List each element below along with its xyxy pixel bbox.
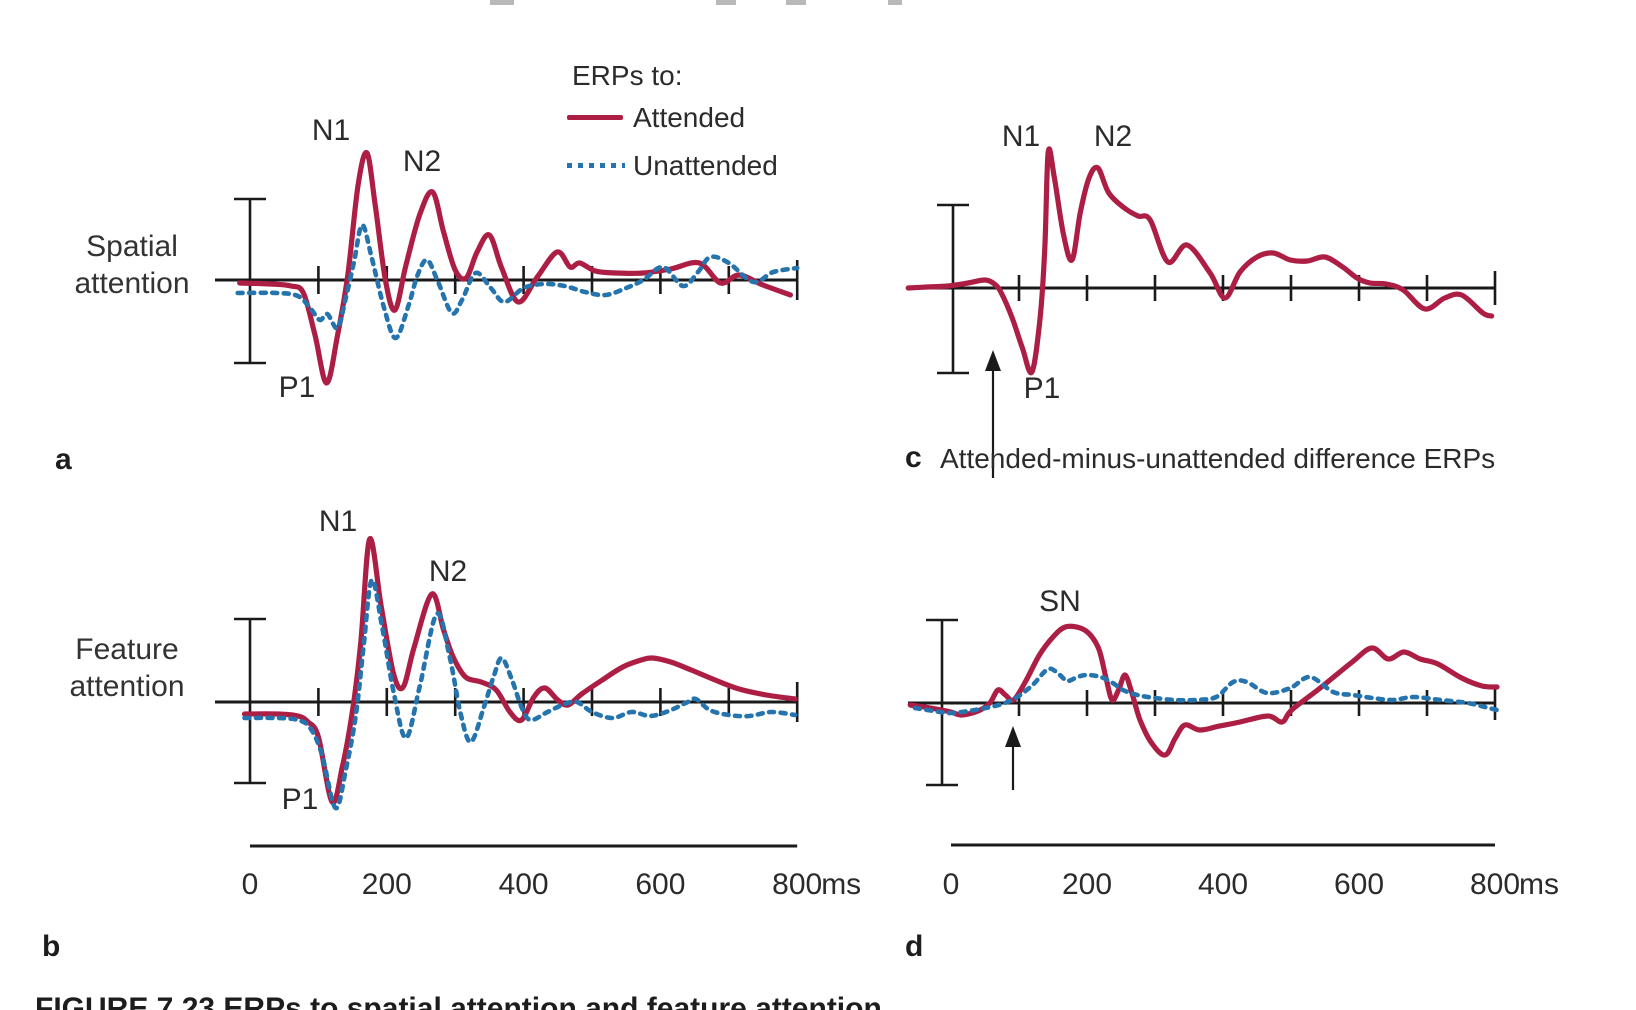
cropped-text-remnant xyxy=(490,0,514,5)
erp-component-label-n1-b: N1 xyxy=(318,505,358,538)
panel-b-attended-waveform xyxy=(241,536,798,806)
panel-c-attended-waveform xyxy=(905,146,1495,376)
panel-d-time-label-400: 400 xyxy=(1198,868,1248,901)
panel-letter-b: b xyxy=(42,930,61,963)
erp-component-label-n2-c: N2 xyxy=(1093,120,1133,153)
panel-b-time-label-400: 400 xyxy=(499,868,549,901)
row-label-feature-attention: Feature attention xyxy=(69,631,184,705)
erp-component-label-n1-c: N1 xyxy=(1001,120,1041,153)
legend-unattended-label: Unattended xyxy=(633,150,778,181)
figure-caption: FIGURE 7.23 ERPs to spatial attention an… xyxy=(35,992,882,1010)
panel-letter-c: c xyxy=(905,441,922,474)
panel-d-time-label-600: 600 xyxy=(1334,868,1384,901)
erp-component-label-p1-a: P1 xyxy=(278,371,316,404)
erp-component-label-n2-a: N2 xyxy=(402,145,442,178)
cropped-text-remnant xyxy=(716,0,736,5)
panel-letter-d: d xyxy=(905,930,924,963)
panel-d-attended-waveform xyxy=(907,623,1500,758)
panel-letter-a: a xyxy=(55,443,72,476)
row-label-line: attention xyxy=(74,267,190,300)
panel-b-time-unit: ms xyxy=(821,868,861,901)
panel-d-time-unit: ms xyxy=(1519,868,1559,901)
cropped-text-remnant xyxy=(786,0,806,5)
panel-b-time-label-800: 800 xyxy=(772,868,822,901)
cropped-text-remnant xyxy=(888,0,902,5)
panel-b-time-label-0: 0 xyxy=(242,868,259,901)
panel-d-time-label-0: 0 xyxy=(943,868,960,901)
panel-b-time-label-200: 200 xyxy=(362,868,412,901)
panel-d-unattended-waveform xyxy=(912,666,1500,716)
erp-component-label-sn-d: SN xyxy=(1039,585,1081,618)
erp-component-label-p1-b: P1 xyxy=(281,783,319,816)
attended-line-swatch xyxy=(567,115,623,120)
panel-c-onset-arrow-head xyxy=(985,350,1001,371)
row-label-line: attention xyxy=(69,670,185,703)
panel-d-time-label-200: 200 xyxy=(1062,868,1112,901)
panel-b-time-label-600: 600 xyxy=(635,868,685,901)
unattended-line-swatch xyxy=(567,163,625,168)
legend-attended-label: Attended xyxy=(633,102,746,133)
panel-a-unattended-waveform xyxy=(235,222,800,341)
panel-c-caption: Attended-minus-unattended difference ERP… xyxy=(940,443,1496,474)
erp-component-label-n1-a: N1 xyxy=(311,114,351,147)
legend-title: ERPs to: xyxy=(572,60,683,91)
panel-b-unattended-waveform xyxy=(242,577,798,811)
panel-d-onset-arrow-head xyxy=(1005,726,1021,747)
erp-component-label-p1-c: P1 xyxy=(1023,372,1061,405)
erp-component-label-n2-b: N2 xyxy=(428,555,468,588)
panel-d-time-label-800: 800 xyxy=(1470,868,1520,901)
row-label-spatial-attention: Spatial attention xyxy=(74,228,189,302)
panel-a-attended-waveform xyxy=(237,149,793,386)
row-label-line: Feature xyxy=(75,633,179,666)
row-label-line: Spatial xyxy=(86,230,178,263)
